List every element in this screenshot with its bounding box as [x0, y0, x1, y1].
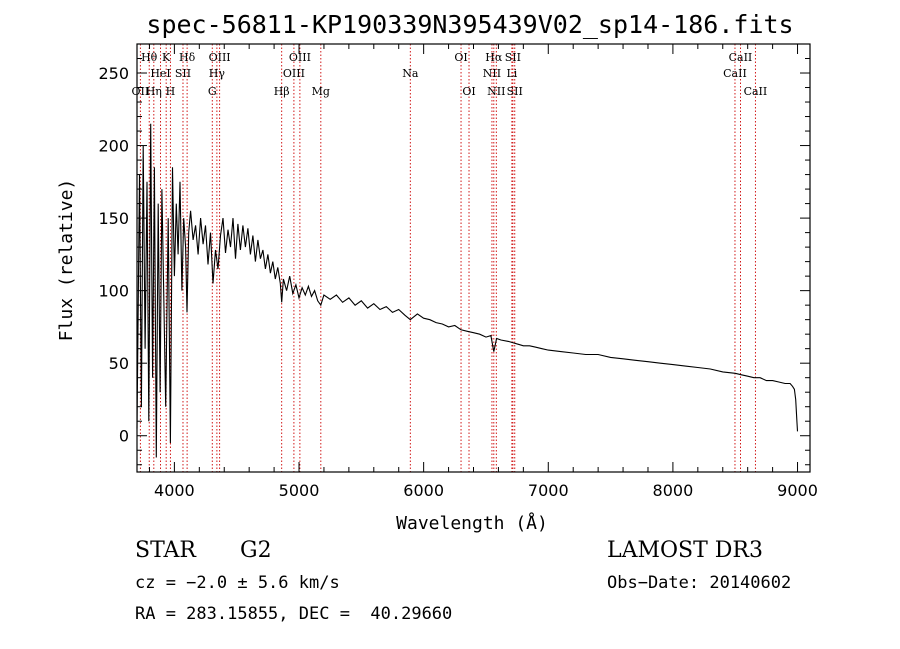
survey-name: LAMOST DR3 [607, 538, 763, 563]
marker-label-3: HeI [150, 67, 170, 80]
marker-label-20: NII [487, 85, 505, 98]
x-tick-label-3: 7000 [528, 481, 569, 500]
marker-label-19: NII [483, 67, 501, 80]
marker-label-7: Hδ [179, 51, 196, 64]
y-tick-label-5: 250 [98, 64, 129, 83]
x-tick-label-5: 9000 [777, 481, 818, 500]
marker-label-18: Hα [485, 51, 503, 64]
marker-label-23: SII [507, 85, 523, 98]
x-tick-label-0: 4000 [154, 481, 195, 500]
marker-label-9: Hγ [209, 67, 226, 80]
redshift-velocity: cz = −2.0 ± 5.6 km/s [135, 573, 340, 593]
marker-label-0: Hθ [141, 51, 158, 64]
y-tick-label-2: 100 [98, 282, 129, 301]
y-tick-label-0: 0 [119, 427, 129, 446]
marker-label-26: CaII [744, 85, 768, 98]
marker-label-17: OI [462, 85, 475, 98]
marker-label-12: OIII [289, 51, 311, 64]
marker-label-6: SII [175, 67, 191, 80]
emission-line-markers [139, 44, 756, 472]
marker-label-21: SII [505, 51, 521, 64]
x-tick-label-1: 5000 [279, 481, 320, 500]
marker-label-5: H [166, 85, 176, 98]
chart-title: spec-56811-KP190339N395439V02_sp14-186.f… [146, 10, 793, 39]
y-tick-label-1: 50 [109, 354, 129, 373]
y-tick-label-3: 150 [98, 209, 129, 228]
marker-label-1: OII [132, 85, 150, 98]
y-axis-label: Flux (relative) [56, 179, 77, 342]
y-tick-label-4: 200 [98, 137, 129, 156]
marker-label-15: Na [402, 67, 419, 80]
marker-label-14: Mg [312, 85, 330, 98]
x-axis-label: Wavelength (Å) [396, 512, 548, 534]
object-class: STAR [135, 538, 196, 563]
y-axis: 0 50 100 150 200 250 [98, 58, 810, 466]
x-axis: 4000 5000 6000 7000 8000 9000 [148, 44, 818, 500]
marker-label-8: OIII [209, 51, 231, 64]
plot-frame [136, 43, 811, 473]
spectrum-series-line [136, 123, 799, 458]
marker-label-11: Hβ [274, 85, 290, 98]
marker-label-22: Li [506, 67, 517, 80]
marker-label-4: K [162, 51, 171, 64]
x-tick-label-4: 8000 [653, 481, 694, 500]
observation-date: Obs−Date: 20140602 [607, 573, 792, 593]
marker-label-13: OIII [283, 67, 305, 80]
x-tick-label-2: 6000 [403, 481, 444, 500]
marker-label-25: CaII [723, 67, 747, 80]
marker-label-24: CaII [729, 51, 753, 64]
marker-label-2: Hη [146, 85, 162, 98]
marker-label-16: OI [454, 51, 467, 64]
object-subclass: G2 [240, 538, 272, 563]
spectrum-chart: spec-56811-KP190339N395439V02_sp14-186.f… [56, 10, 818, 534]
marker-label-10: G [208, 85, 217, 98]
sky-coordinates: RA = 283.15855, DEC = 40.29660 [135, 604, 453, 624]
